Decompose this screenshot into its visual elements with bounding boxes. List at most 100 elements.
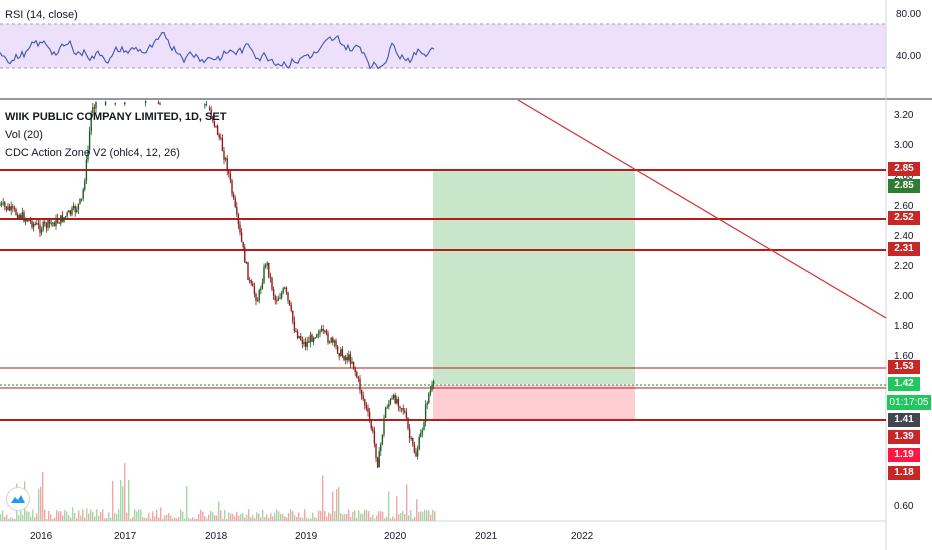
candle-body	[336, 346, 339, 354]
candle-body	[261, 282, 264, 289]
candle-body	[29, 220, 32, 222]
candle-body	[402, 408, 404, 411]
volume-bar	[376, 515, 378, 521]
candle-body	[104, 101, 107, 105]
profit-zone[interactable]	[433, 170, 635, 384]
candle-body	[320, 328, 323, 332]
candle-body	[298, 336, 300, 338]
candle-body	[295, 331, 297, 333]
volume-bar	[266, 514, 268, 521]
candle-body	[410, 438, 412, 440]
candle-body	[381, 434, 384, 444]
candle-body	[12, 206, 14, 208]
volume-bar	[212, 512, 214, 521]
volume-bar	[94, 516, 96, 521]
volume-bar	[220, 510, 222, 521]
candle-body	[82, 189, 84, 199]
candle-body	[18, 215, 20, 219]
candle-body	[373, 431, 376, 444]
volume-bar	[238, 515, 240, 521]
candle-body	[300, 336, 302, 341]
volume-bar	[102, 509, 104, 521]
candle-body	[16, 214, 19, 219]
volume-bar	[158, 517, 160, 521]
candle-body	[367, 408, 369, 412]
candle-body	[8, 206, 11, 211]
cdc-indicator-label[interactable]: CDC Action Zone V2 (ohlc4, 12, 26)	[5, 147, 180, 159]
volume-bar	[144, 517, 146, 521]
volume-bar	[260, 517, 262, 521]
volume-bar	[290, 509, 292, 521]
candle-body	[229, 173, 232, 181]
candle-body	[71, 208, 73, 215]
candle-body	[362, 395, 364, 400]
volume-bar	[366, 510, 368, 521]
candle-body	[356, 371, 358, 378]
volume-bar	[136, 511, 138, 521]
candle-body	[276, 300, 278, 302]
volume-bar	[98, 515, 100, 521]
candle-body	[28, 220, 30, 222]
candle-body	[24, 219, 27, 222]
volume-bar	[118, 509, 120, 521]
candle-body	[221, 138, 224, 152]
candle-body	[144, 100, 147, 103]
candle-body	[348, 354, 350, 361]
candle-body	[88, 131, 91, 150]
volume-indicator-label[interactable]: Vol (20)	[5, 129, 43, 141]
price-tag-2-31: 2.31	[888, 242, 920, 256]
rsi-line	[0, 32, 435, 70]
volume-bar	[200, 509, 202, 521]
candle-body	[66, 212, 68, 217]
candle-body	[282, 288, 284, 294]
volume-bar	[278, 511, 280, 521]
volume-bar	[82, 509, 84, 521]
volume-bar	[434, 511, 436, 521]
candle-body	[0, 203, 3, 205]
volume-bar	[326, 516, 328, 521]
volume-bar	[64, 509, 66, 521]
volume-bar	[360, 513, 362, 521]
candle-body	[250, 280, 252, 284]
time-axis-label: 2018	[205, 531, 228, 542]
volume-bar	[384, 518, 386, 521]
trend-line[interactable]	[517, 99, 887, 319]
tradingview-logo-icon[interactable]	[6, 487, 30, 511]
candle-body	[412, 438, 414, 445]
volume-bar	[90, 509, 92, 521]
volume-bar	[72, 507, 74, 521]
loss-zone[interactable]	[433, 385, 635, 419]
candle-body	[34, 223, 36, 225]
volume-bar	[56, 510, 58, 521]
candle-body	[264, 264, 267, 267]
candle-body	[10, 206, 12, 211]
volume-bar	[408, 515, 410, 521]
candle-body	[237, 214, 240, 225]
candle-body	[416, 449, 419, 457]
candle-body	[37, 223, 40, 225]
volume-bar	[394, 518, 396, 521]
candle-body	[324, 330, 326, 332]
candle-body	[39, 224, 41, 233]
candle-body	[392, 394, 395, 399]
candle-body	[404, 410, 406, 413]
rsi-title[interactable]: RSI (14, close)	[5, 9, 78, 21]
price-axis-label: 0.60	[894, 501, 914, 512]
volume-bar	[344, 514, 346, 521]
symbol-title[interactable]: WIIK PUBLIC COMPANY LIMITED, 1D, SET	[5, 111, 227, 123]
volume-bar	[150, 518, 152, 521]
price-tag-2-85-red: 2.85	[888, 162, 920, 176]
candle-body	[338, 353, 340, 357]
volume-bar	[354, 510, 356, 521]
volume-bar	[126, 512, 128, 521]
volume-bar	[254, 518, 256, 521]
volume-bar	[196, 518, 198, 521]
volume-bar	[86, 508, 88, 521]
candle-body	[224, 158, 227, 160]
volume-bar	[70, 517, 72, 521]
volume-bar	[148, 512, 150, 521]
candle-body	[44, 221, 46, 224]
candle-body	[327, 333, 329, 343]
